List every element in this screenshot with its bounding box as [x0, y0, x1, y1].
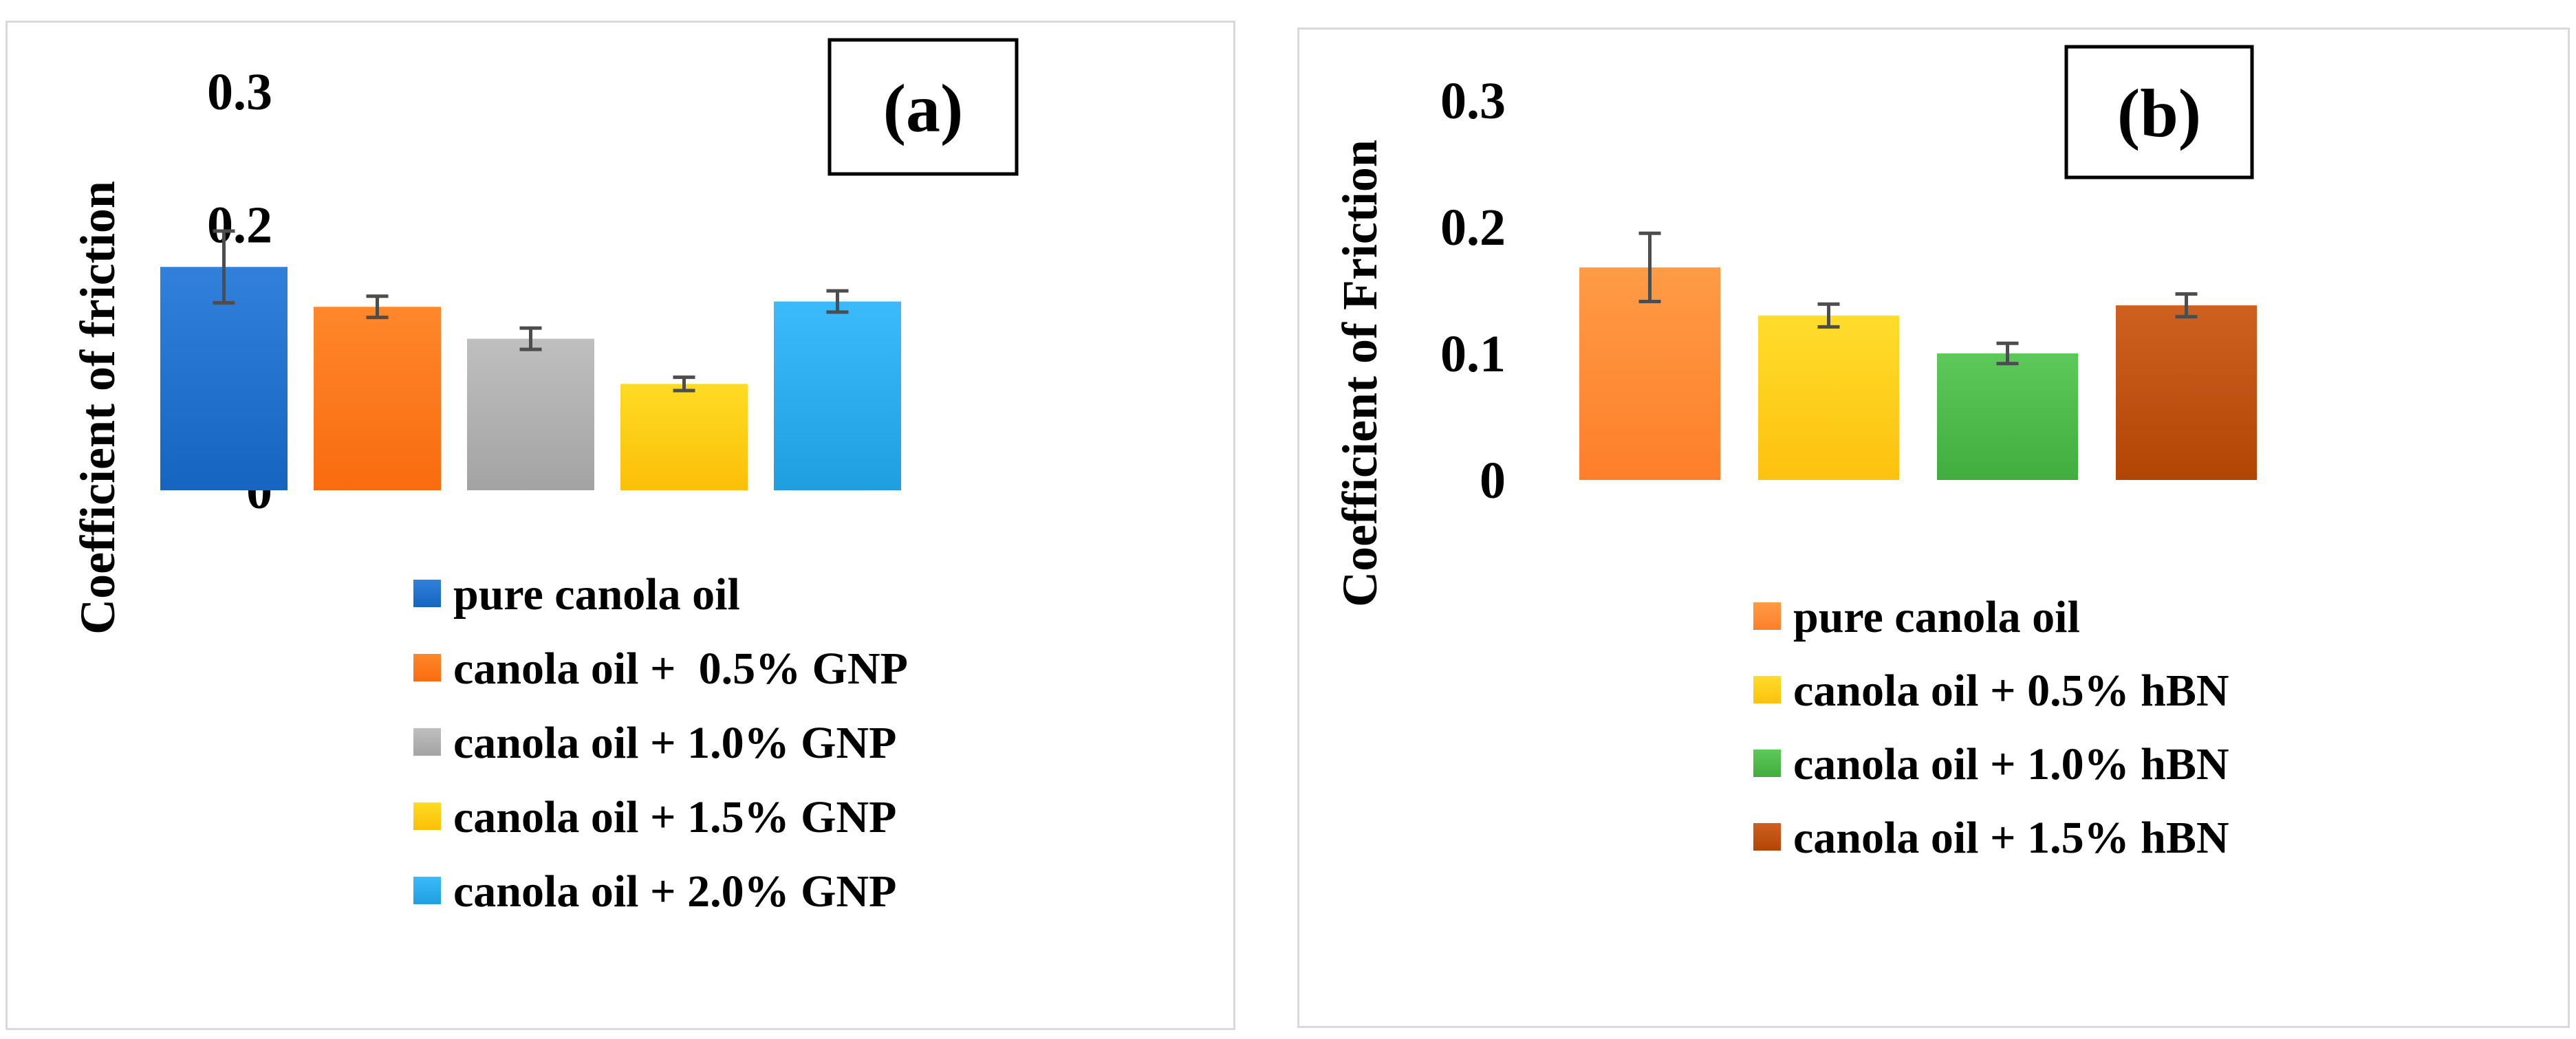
legend-item: canola oil + 0.5% GNP — [413, 644, 908, 694]
y-tick-label: 0.3 — [207, 63, 272, 121]
legend-label: pure canola oil — [453, 569, 740, 620]
legend-label: canola oil + 0.5% hBN — [1793, 666, 2229, 716]
y-axis-label: Coefficient of friction — [70, 181, 125, 635]
legend-item: canola oil + 1.5% hBN — [1753, 813, 2229, 863]
legend-swatch — [1753, 823, 1781, 851]
y-tick-label: 0.3 — [1440, 72, 1506, 130]
error-bar — [366, 294, 389, 320]
legend-swatch — [1753, 676, 1781, 703]
panel-label: (b) — [2117, 75, 2201, 151]
legend-label: canola oil + 1.5% hBN — [1793, 813, 2229, 863]
legend-swatch — [1753, 750, 1781, 777]
legend-item: canola oil + 1.0% hBN — [1753, 739, 2229, 789]
legend-item: canola oil + 1.0% GNP — [413, 718, 896, 768]
bar — [1937, 353, 2078, 480]
chart-panel-b: Coefficient of Friction 0 0.1 0.2 0.3 (b) p… — [1297, 28, 2570, 1028]
panel-label-box: (b) — [2064, 45, 2254, 179]
chart-b-svg: Coefficient of Friction 0 0.1 0.2 0.3 (b) p… — [1332, 45, 2257, 863]
y-tick-label: 0.2 — [1440, 199, 1506, 256]
error-bar — [213, 229, 235, 305]
error-bar — [519, 326, 542, 351]
legend-label: canola oil + 0.5% GNP — [453, 644, 908, 694]
legend-swatch — [413, 877, 441, 904]
bar — [774, 301, 901, 490]
legend-label: canola oil + 2.0% GNP — [453, 866, 896, 917]
bar — [1758, 315, 1899, 480]
legend: pure canola oil canola oil + 0.5% GNP cano… — [413, 569, 908, 917]
legend-item: canola oil + 1.5% GNP — [413, 792, 896, 842]
bar — [2116, 305, 2257, 480]
chart-panel-a: Coefficient of friction 00.10.20.3 (a) p… — [6, 21, 1235, 1030]
y-ticks: 0 0.1 0.2 0.3 — [1440, 72, 1506, 510]
legend-swatch — [413, 802, 441, 830]
legend-label: pure canola oil — [1793, 592, 2080, 642]
legend-swatch — [413, 580, 441, 607]
panel-label: (a) — [883, 70, 964, 146]
bar — [620, 384, 748, 490]
y-tick-label: 0.1 — [1440, 325, 1506, 383]
legend-swatch — [413, 654, 441, 681]
legend-swatch — [413, 728, 441, 756]
panel-label-box: (a) — [827, 38, 1019, 176]
y-tick-label: 0.2 — [207, 196, 272, 254]
bar — [467, 338, 594, 490]
legend: pure canola oil canola oil + 0.5% hBN cano… — [1753, 592, 2229, 863]
error-bar — [1996, 341, 2019, 366]
legend-label: canola oil + 1.0% hBN — [1793, 739, 2229, 789]
error-bar — [826, 289, 849, 314]
bars — [1579, 231, 2257, 480]
legend-item: canola oil + 0.5% hBN — [1753, 666, 2229, 716]
error-bar — [673, 375, 695, 393]
legend-swatch — [1753, 602, 1781, 630]
bars — [160, 229, 901, 490]
legend-item: canola oil + 2.0% GNP — [413, 866, 896, 917]
error-bar — [1817, 302, 1840, 329]
error-bar — [2175, 292, 2198, 319]
error-bar — [1638, 231, 1661, 304]
legend-label: canola oil + 1.0% GNP — [453, 718, 896, 768]
legend-item: pure canola oil — [1753, 592, 2080, 642]
chart-a-svg: Coefficient of friction 00.10.20.3 (a) p… — [70, 38, 1019, 917]
y-tick-label: 0 — [1480, 452, 1506, 510]
y-axis-label: Coefficient of Friction — [1332, 140, 1387, 607]
legend-label: canola oil + 1.5% GNP — [453, 792, 896, 842]
bar — [314, 307, 441, 490]
legend-item: pure canola oil — [413, 569, 740, 620]
